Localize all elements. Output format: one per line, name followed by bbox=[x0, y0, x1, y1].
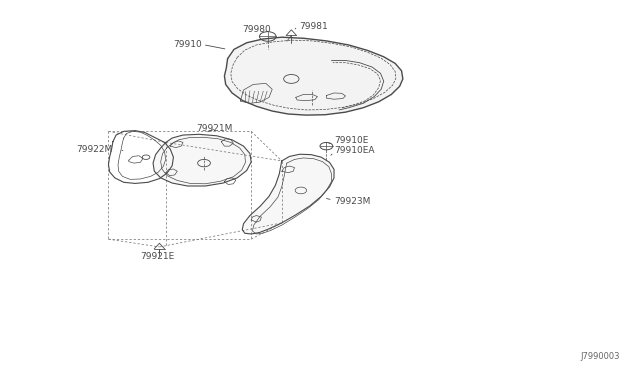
Text: J7990003: J7990003 bbox=[580, 352, 620, 361]
Text: 79922M: 79922M bbox=[77, 145, 113, 154]
Polygon shape bbox=[153, 134, 251, 186]
Polygon shape bbox=[243, 154, 334, 234]
Text: 79980: 79980 bbox=[243, 25, 271, 34]
Text: 79910: 79910 bbox=[173, 40, 202, 49]
Text: 79981: 79981 bbox=[300, 22, 328, 31]
Text: 79921E: 79921E bbox=[140, 251, 175, 261]
Text: 79910E: 79910E bbox=[334, 137, 369, 145]
Text: 79923M: 79923M bbox=[334, 197, 371, 206]
Polygon shape bbox=[225, 37, 403, 115]
Text: 79910EA: 79910EA bbox=[334, 146, 374, 155]
Text: 79921M: 79921M bbox=[196, 124, 233, 133]
